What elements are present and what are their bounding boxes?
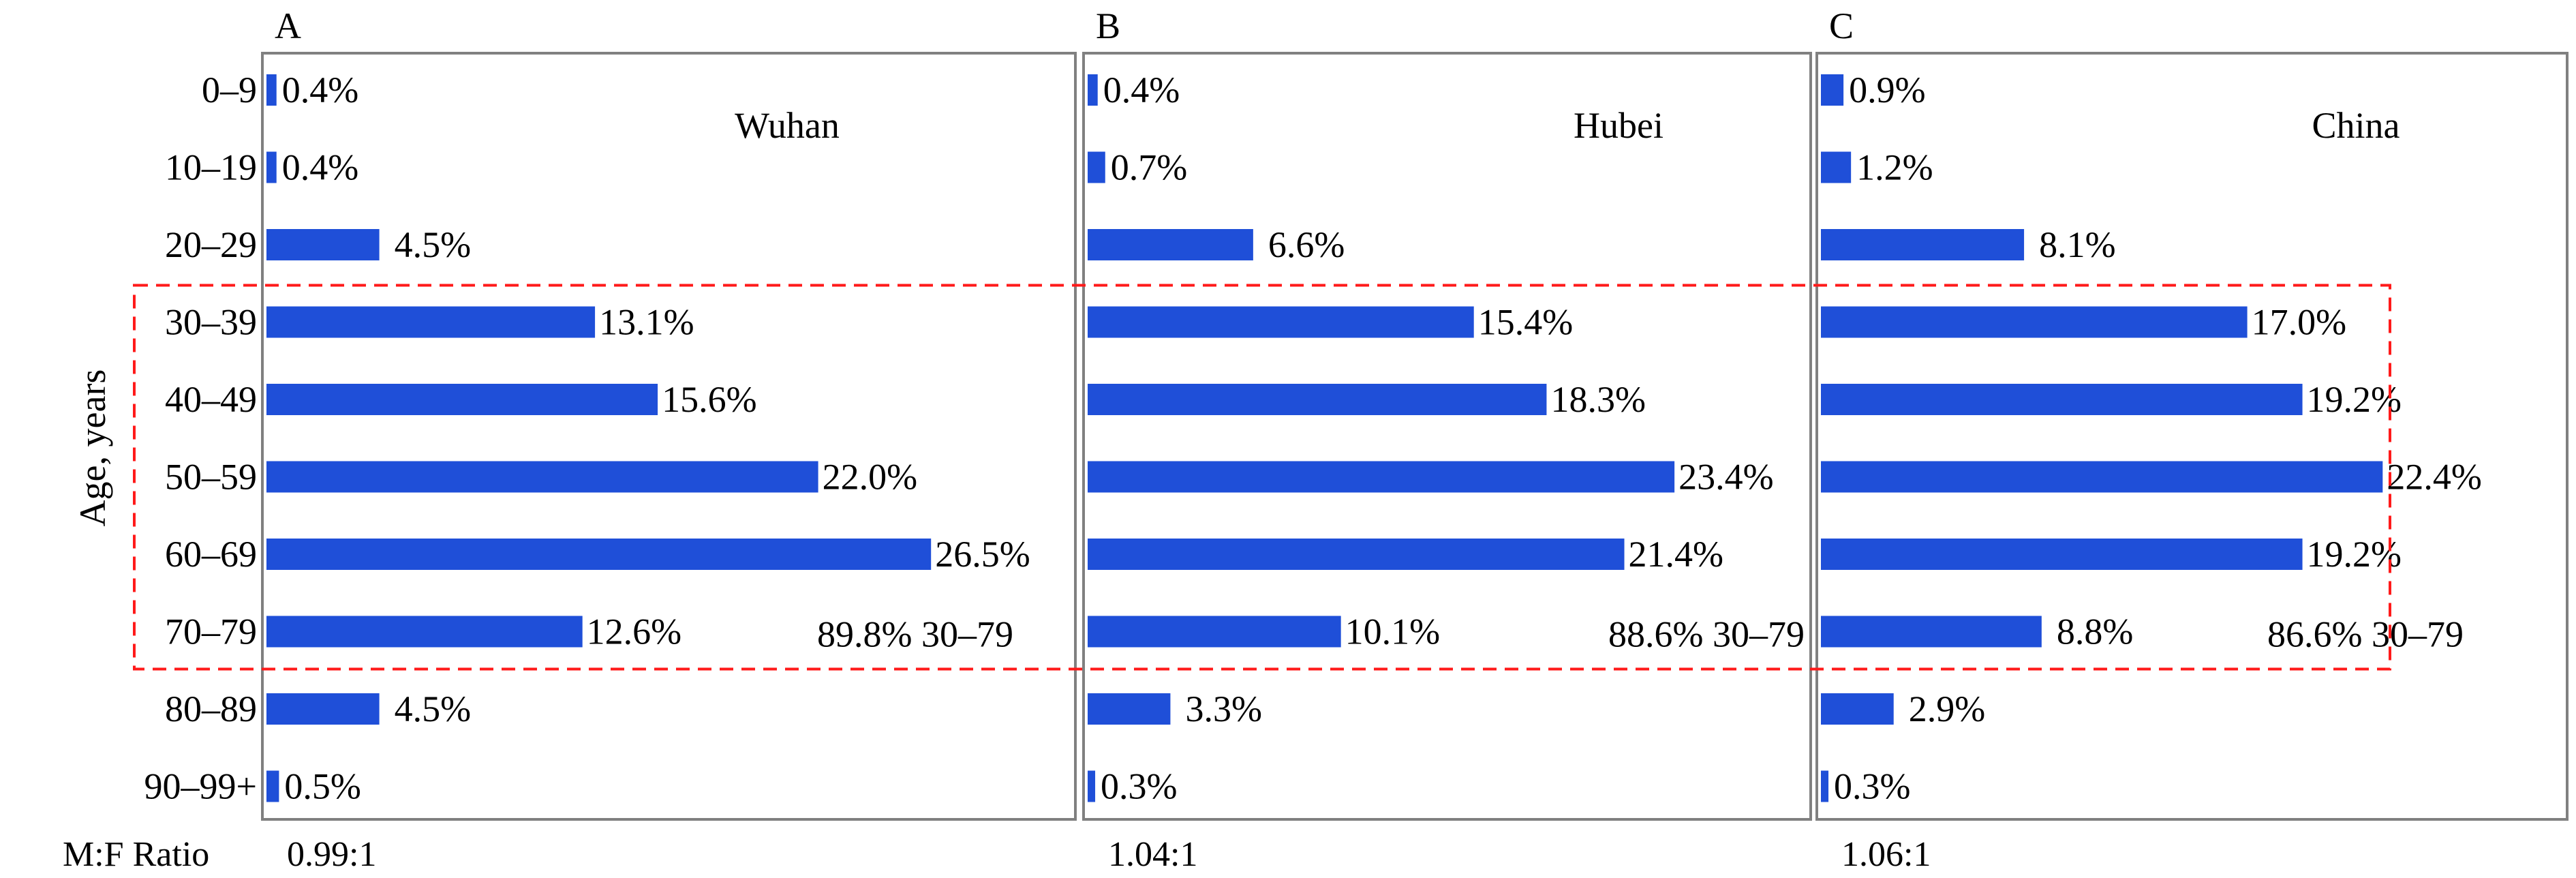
panels: A Wuhan 0.4% 0.4% 4.5% 13.1% 15.6% 22.0% 26.5% 12… bbox=[266, 5, 2482, 807]
highlight-dashed-box bbox=[133, 284, 2391, 671]
y-tick-label: 10–19 bbox=[165, 147, 257, 188]
panel-region-title: Hubei bbox=[1574, 105, 1663, 146]
bar bbox=[266, 693, 380, 725]
bar bbox=[1821, 616, 2042, 648]
mf-ratio-label: M:F Ratio bbox=[63, 835, 209, 874]
bar bbox=[1088, 74, 1098, 106]
y-tick-label: 20–29 bbox=[165, 224, 257, 265]
y-tick-label: 90–99+ bbox=[144, 766, 257, 807]
bar bbox=[1088, 693, 1171, 725]
bar-value-label: 10.1% bbox=[1345, 611, 1440, 652]
panel-region-title: China bbox=[2312, 105, 2400, 146]
bar bbox=[1088, 306, 1474, 338]
bar-value-label: 8.8% bbox=[2057, 611, 2133, 652]
bar bbox=[266, 229, 380, 260]
panel-letter: A bbox=[275, 5, 301, 46]
y-tick-label: 80–89 bbox=[165, 688, 257, 729]
bar bbox=[1821, 539, 2303, 570]
bar bbox=[1821, 693, 1894, 725]
bar-value-label: 0.4% bbox=[282, 147, 358, 188]
highlight-total-label: 89.8% 30–79 bbox=[817, 614, 1013, 655]
bar-value-label: 23.4% bbox=[1678, 457, 1773, 498]
bar bbox=[1088, 539, 1625, 570]
bar-value-label: 17.0% bbox=[2252, 302, 2346, 343]
bar-value-label: 8.1% bbox=[2039, 224, 2115, 265]
bar bbox=[1821, 306, 2248, 338]
bar bbox=[266, 539, 932, 570]
bar-value-label: 0.4% bbox=[282, 70, 358, 110]
panel-wuhan: A Wuhan 0.4% 0.4% 4.5% 13.1% 15.6% 22.0% 26.5% 12… bbox=[266, 5, 1030, 807]
bar-value-label: 0.7% bbox=[1111, 147, 1187, 188]
y-tick-label: 40–49 bbox=[165, 379, 257, 420]
bar bbox=[266, 616, 583, 648]
bar-value-label: 3.3% bbox=[1185, 688, 1261, 729]
y-tick-label: 50–59 bbox=[165, 457, 257, 498]
bar-value-label: 0.3% bbox=[1834, 766, 1910, 807]
panel-frame bbox=[261, 52, 1077, 821]
highlight-total-label: 86.6% 30–79 bbox=[2267, 614, 2464, 655]
bar bbox=[1821, 770, 1829, 802]
y-tick-label: 60–69 bbox=[165, 534, 257, 575]
mf-ratio-value: 1.06:1 bbox=[1841, 835, 1931, 874]
bar bbox=[266, 770, 279, 802]
bar-value-label: 12.6% bbox=[587, 611, 681, 652]
bar bbox=[1821, 229, 2025, 260]
highlight-total-label: 88.6% 30–79 bbox=[1608, 614, 1805, 655]
panel-letter: B bbox=[1096, 5, 1120, 46]
panel-frame bbox=[1815, 52, 2569, 821]
bar-value-label: 15.6% bbox=[662, 379, 756, 420]
bar-value-label: 2.9% bbox=[1909, 688, 1985, 729]
bar bbox=[1088, 229, 1253, 260]
bar-value-label: 0.3% bbox=[1101, 766, 1177, 807]
bar bbox=[266, 74, 277, 106]
panel-letter: C bbox=[1829, 5, 1854, 46]
bar-value-label: 18.3% bbox=[1550, 379, 1645, 420]
y-axis: 0–9 10–19 20–29 30–39 40–49 50–59 60–69 70–79 80… bbox=[144, 70, 257, 807]
bar bbox=[1821, 461, 2383, 493]
panel-region-title: Wuhan bbox=[735, 105, 840, 146]
bar-value-label: 19.2% bbox=[2307, 379, 2402, 420]
bar bbox=[1088, 770, 1096, 802]
bar bbox=[266, 306, 596, 338]
bar bbox=[1821, 74, 1844, 106]
highlight-regions bbox=[133, 284, 2391, 671]
bar-value-label: 21.4% bbox=[1629, 534, 1723, 575]
bar-value-label: 13.1% bbox=[599, 302, 694, 343]
bar-value-label: 19.2% bbox=[2307, 534, 2402, 575]
y-tick-label: 70–79 bbox=[165, 611, 257, 652]
bar-value-label: 4.5% bbox=[395, 688, 471, 729]
bar-value-label: 15.4% bbox=[1478, 302, 1573, 343]
bar bbox=[1088, 151, 1105, 183]
panel-hubei: B Hubei 0.4% 0.7% 6.6% 15.4% 18.3% 23.4% 21.4% 10… bbox=[1088, 5, 1805, 807]
bar-value-label: 0.9% bbox=[1849, 70, 1925, 110]
panel-china: C China 0.9% 1.2% 8.1% 17.0% 19.2% 22.4% 19.2% 8.… bbox=[1821, 5, 2482, 807]
bar-value-label: 22.4% bbox=[2387, 457, 2481, 498]
bar-value-label: 26.5% bbox=[935, 534, 1030, 575]
panel-frame bbox=[1082, 52, 1812, 821]
y-tick-label: 30–39 bbox=[165, 302, 257, 343]
bar bbox=[1088, 616, 1341, 648]
mf-ratio-row: M:F Ratio 0.99:1 1.04:1 1.06:1 bbox=[63, 835, 1931, 874]
bar bbox=[1821, 384, 2303, 415]
bar bbox=[1088, 461, 1675, 493]
mf-ratio-value: 0.99:1 bbox=[287, 835, 376, 874]
bar-value-label: 4.5% bbox=[395, 224, 471, 265]
mf-ratio-value: 1.04:1 bbox=[1108, 835, 1197, 874]
panel-frames bbox=[261, 52, 2569, 821]
y-tick-label: 0–9 bbox=[202, 70, 257, 110]
bar-value-label: 0.5% bbox=[284, 766, 361, 807]
bar-value-label: 0.4% bbox=[1103, 70, 1180, 110]
y-axis-title: Age, years bbox=[72, 369, 113, 527]
bar bbox=[1088, 384, 1547, 415]
bar bbox=[266, 151, 277, 183]
bar bbox=[266, 461, 818, 493]
bar-value-label: 6.6% bbox=[1268, 224, 1345, 265]
bar bbox=[266, 384, 658, 415]
bar bbox=[1821, 151, 1852, 183]
bar-value-label: 22.0% bbox=[823, 457, 917, 498]
bar-value-label: 1.2% bbox=[1856, 147, 1933, 188]
